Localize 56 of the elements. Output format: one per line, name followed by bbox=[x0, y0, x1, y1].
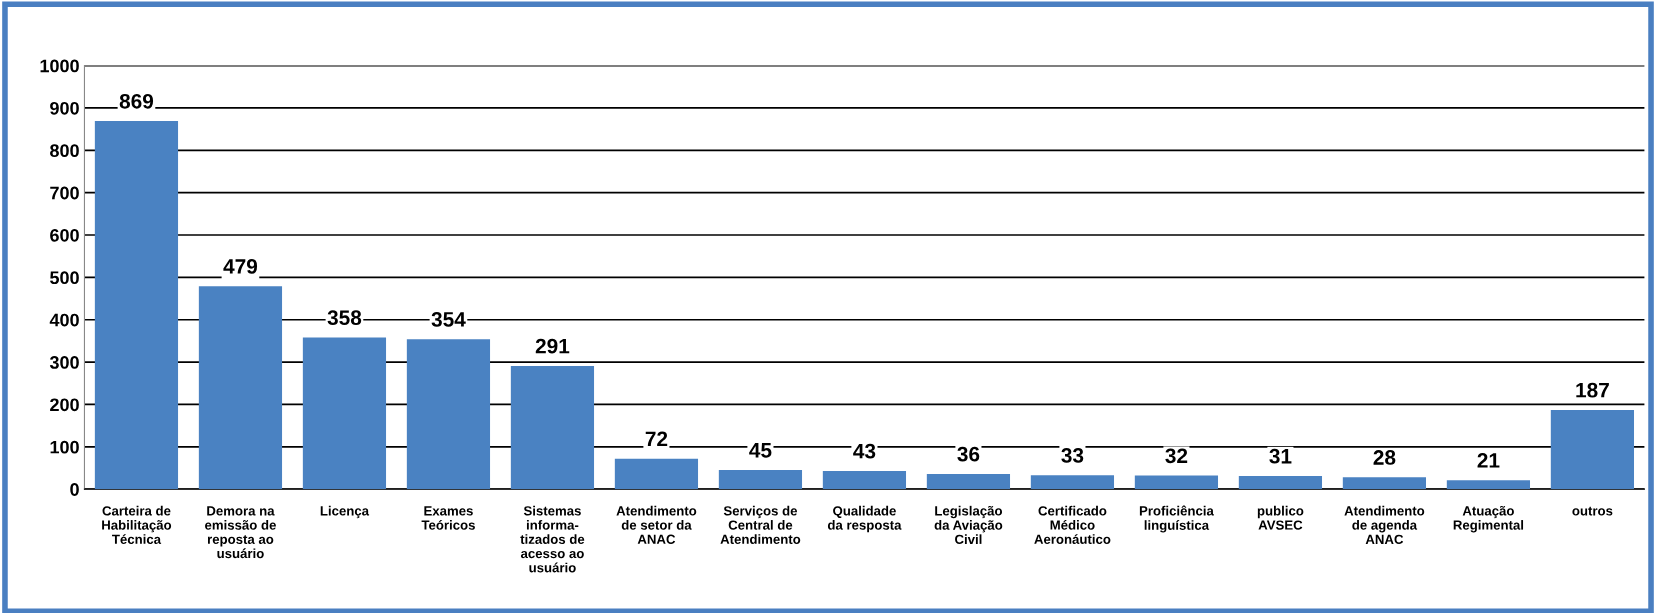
x-tick-label: Demora na emissão de reposta ao usuário bbox=[205, 506, 276, 559]
y-tick-label: 100 bbox=[50, 440, 79, 454]
x-tick-label: Serviços de Central de Atendimento bbox=[720, 505, 801, 544]
data-label: 28 bbox=[1373, 450, 1396, 465]
data-label: 43 bbox=[853, 443, 876, 459]
data-label: 31 bbox=[1269, 448, 1292, 464]
x-tick-label: Carteira de Habilitação Técnica bbox=[102, 505, 172, 544]
y-tick-label: 800 bbox=[50, 144, 79, 158]
y-tick-label: 600 bbox=[50, 228, 79, 242]
data-label: 358 bbox=[327, 310, 362, 326]
bar bbox=[1550, 409, 1635, 490]
x-tick-label: Atendimento de agenda ANAC bbox=[1344, 505, 1425, 545]
bar bbox=[1134, 475, 1219, 490]
bar bbox=[614, 458, 699, 490]
data-label: 291 bbox=[535, 338, 570, 354]
data-label: 869 bbox=[119, 93, 154, 109]
bar bbox=[510, 365, 595, 490]
bar bbox=[1446, 480, 1531, 490]
x-tick-label: Certificado Médico Aeronáutico bbox=[1034, 505, 1111, 544]
x-tick-label: Atendimento de setor da ANAC bbox=[616, 505, 697, 544]
bar bbox=[718, 470, 803, 490]
data-label: 36 bbox=[957, 446, 980, 462]
y-tick-label: 400 bbox=[49, 313, 79, 327]
data-label: 45 bbox=[749, 443, 772, 458]
bar bbox=[1030, 475, 1115, 490]
data-label: 33 bbox=[1061, 447, 1084, 463]
y-tick-label: 200 bbox=[50, 398, 79, 412]
data-label: 187 bbox=[1576, 382, 1609, 398]
bar bbox=[406, 339, 491, 490]
y-tick-label: 900 bbox=[50, 101, 79, 115]
bar bbox=[822, 470, 907, 490]
bar bbox=[926, 473, 1011, 490]
data-label: 32 bbox=[1165, 448, 1188, 464]
data-label: 479 bbox=[223, 259, 258, 274]
x-tick-label: Proficiência linguística bbox=[1139, 505, 1214, 533]
x-tick-label: Atuação Regimental bbox=[1453, 505, 1524, 533]
bar bbox=[1342, 477, 1427, 490]
x-tick-label: outros bbox=[1572, 506, 1613, 516]
y-tick-label: 0 bbox=[70, 483, 79, 496]
bar bbox=[198, 286, 283, 490]
bar bbox=[1238, 476, 1323, 490]
y-tick-label: 500 bbox=[50, 271, 79, 285]
x-tick-label: publico AVSEC bbox=[1257, 505, 1304, 530]
data-label: 21 bbox=[1477, 453, 1500, 468]
x-tick-label: Legislação da Aviação Civil bbox=[934, 505, 1003, 545]
data-label: 354 bbox=[431, 312, 466, 327]
y-tick-label: 300 bbox=[49, 356, 79, 369]
data-label: 72 bbox=[645, 431, 668, 447]
x-tick-label: Exames Teóricos bbox=[421, 506, 475, 530]
x-tick-label: Sistemas informa- tizados de acesso ao usuário bbox=[520, 505, 585, 573]
x-tick-label: Licença bbox=[320, 505, 370, 519]
y-tick-label: 700 bbox=[50, 186, 79, 200]
bar bbox=[302, 337, 387, 490]
x-tick-label: Qualidade da resposta bbox=[827, 505, 902, 533]
y-tick-label: 1000 bbox=[40, 59, 79, 73]
bar bbox=[94, 121, 179, 490]
